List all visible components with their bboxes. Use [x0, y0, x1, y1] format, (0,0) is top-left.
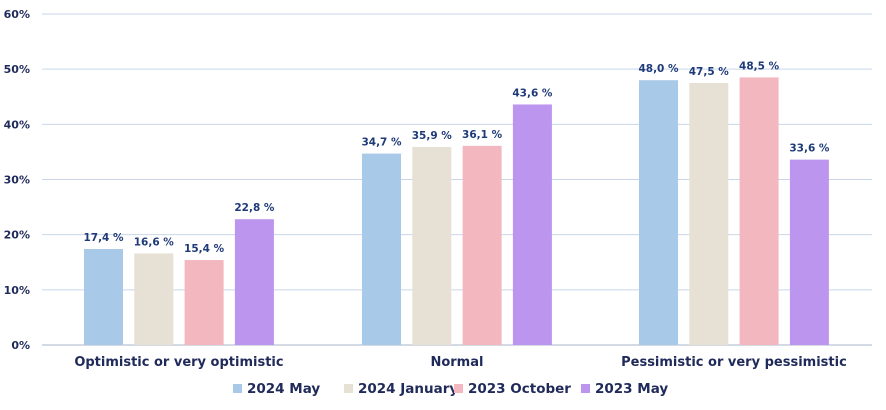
category-label: Optimistic or very optimistic: [74, 355, 283, 370]
bar: [462, 145, 502, 345]
bar: [234, 219, 274, 345]
data-label: 48,0 %: [638, 63, 679, 75]
legend-label: 2024 May: [247, 381, 320, 397]
bar: [789, 159, 829, 345]
y-tick-label: 0%: [11, 339, 30, 352]
data-label: 43,6 %: [512, 87, 553, 99]
legend: 2024 May 2024 January 2023 October 2023 May: [233, 381, 668, 397]
y-tick-label: 60%: [4, 8, 30, 21]
data-label: 48,5 %: [739, 60, 780, 72]
data-label: 34,7 %: [361, 137, 402, 149]
legend-item: 2023 October: [454, 381, 571, 397]
data-label: 22,8 %: [234, 202, 275, 214]
legend-label: 2023 October: [468, 381, 571, 397]
legend-item: 2024 January: [344, 381, 458, 397]
y-tick-label: 10%: [4, 284, 30, 297]
data-label: 35,9 %: [412, 130, 453, 142]
data-labels: 17,4 % 34,7 % 48,0 % 16,6 % 35,9 % 47,5 % 15,4…: [83, 60, 829, 255]
legend-item: 2024 May: [233, 381, 320, 397]
category-label: Normal: [430, 355, 483, 370]
legend-swatch: [454, 384, 463, 393]
y-tick-label: 30%: [4, 174, 30, 187]
legend-label: 2023 May: [595, 381, 668, 397]
bar: [639, 80, 678, 345]
data-label: 36,1 %: [462, 129, 503, 141]
legend-swatch: [581, 384, 590, 393]
bar: [184, 260, 224, 345]
x-axis: Optimistic or very optimistic Normal Pessi…: [74, 355, 846, 370]
legend-label: 2024 January: [358, 381, 458, 397]
y-axis: 0% 10% 20% 30% 40% 50% 60%: [4, 8, 30, 352]
category-label: Pessimistic or very pessimistic: [621, 355, 847, 370]
bar: [134, 253, 174, 345]
legend-item: 2023 May: [581, 381, 668, 397]
bar: [689, 82, 729, 345]
y-tick-label: 50%: [4, 63, 30, 76]
legend-swatch: [344, 384, 353, 393]
bar: [362, 153, 401, 345]
bars: [84, 77, 829, 346]
legend-swatch: [233, 384, 242, 393]
data-label: 17,4 %: [83, 232, 124, 244]
bar: [739, 77, 779, 346]
bar: [512, 104, 552, 346]
bar: [84, 249, 123, 345]
bar: [412, 146, 452, 345]
y-tick-label: 40%: [4, 118, 30, 131]
data-label: 15,4 %: [184, 243, 225, 255]
gridlines: [42, 13, 872, 346]
y-tick-label: 20%: [4, 229, 30, 242]
data-label: 33,6 %: [789, 143, 830, 155]
data-label: 47,5 %: [689, 66, 730, 78]
data-label: 16,6 %: [134, 236, 175, 248]
